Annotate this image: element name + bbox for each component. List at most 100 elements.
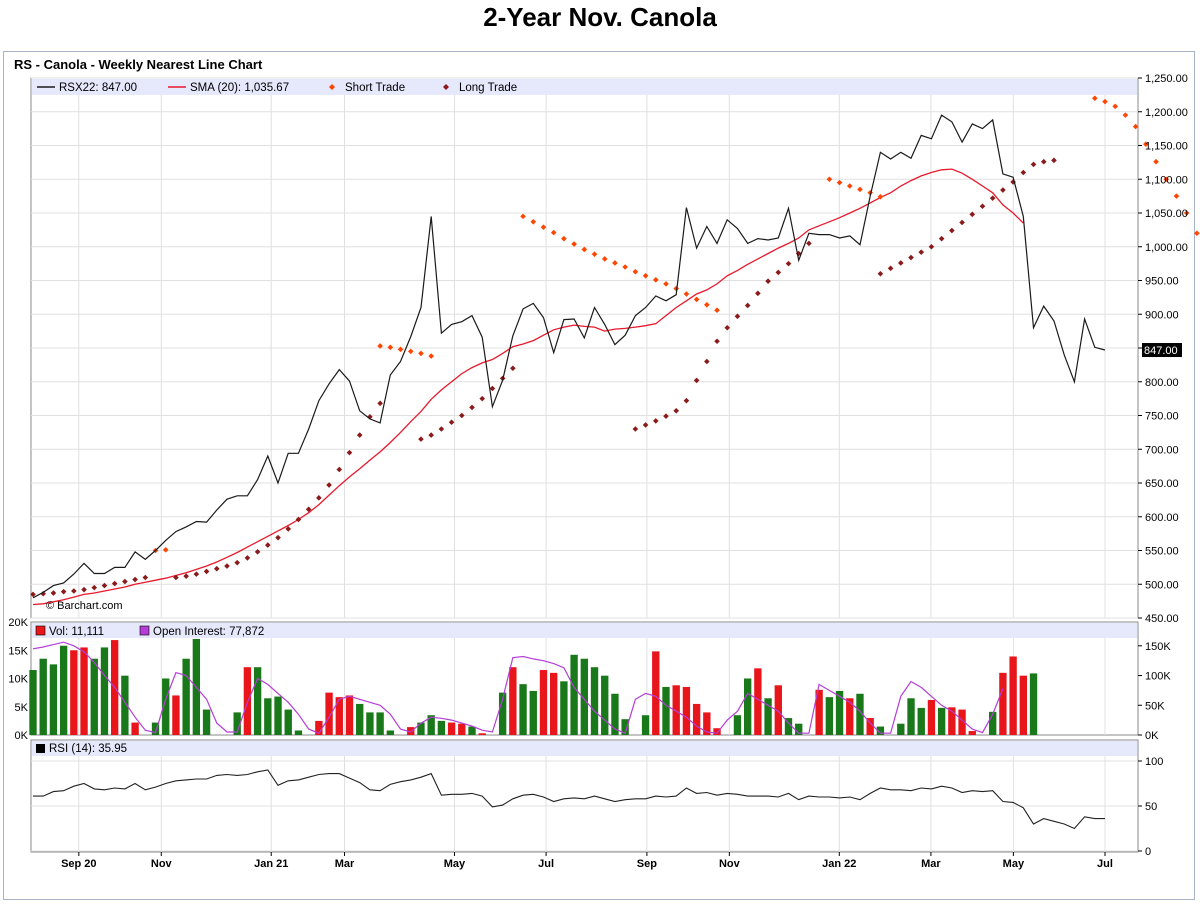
long-trade-marker <box>1051 157 1057 164</box>
x-tick-label: Sep 20 <box>61 858 96 870</box>
legend-rsi-swatch <box>36 744 45 753</box>
rsi-tick-label: 0 <box>1145 846 1151 858</box>
volume-bar <box>774 685 782 735</box>
volume-bar <box>611 693 619 735</box>
volume-bar <box>754 668 762 735</box>
volume-bar <box>90 658 98 735</box>
volume-bar <box>253 667 262 735</box>
volume-bar <box>815 689 823 735</box>
volume-bar <box>427 715 435 735</box>
x-tick-label: Sep <box>637 858 657 870</box>
volume-bar <box>866 718 874 735</box>
rsi-tick-label: 100 <box>1145 756 1163 768</box>
long-trade-marker <box>142 574 149 581</box>
long-trade-marker <box>714 338 720 345</box>
page-title: 2-Year Nov. Canola <box>483 2 717 32</box>
long-trade-marker <box>775 269 782 276</box>
volume-bar <box>70 650 78 735</box>
long-trade-marker <box>295 516 302 523</box>
volume-bar <box>202 709 211 735</box>
volume-bar <box>264 698 272 735</box>
long-trade-marker <box>275 534 281 541</box>
short-trade-marker <box>1163 176 1170 183</box>
rsi-line <box>33 769 1105 830</box>
long-trade-marker <box>663 413 669 419</box>
long-trade-marker <box>877 270 884 277</box>
volume-bar <box>601 675 609 735</box>
long-trade-marker <box>418 436 424 442</box>
volume-bar <box>835 690 844 735</box>
volume-bar <box>682 686 691 735</box>
volume-bar <box>539 670 548 735</box>
price-tick-label: 950.00 <box>1145 276 1179 288</box>
volume-bar <box>386 730 395 735</box>
long-trade-marker <box>632 426 639 432</box>
long-trade-marker <box>928 243 935 250</box>
volume-bar <box>80 647 88 735</box>
volume-bar <box>162 678 170 735</box>
short-trade-marker <box>1153 158 1159 165</box>
long-trade-marker <box>285 526 292 532</box>
short-trade-marker <box>377 343 383 349</box>
volume-bar <box>968 731 976 735</box>
volume-bar <box>958 709 966 735</box>
volume-bar <box>366 712 374 735</box>
short-trade-marker <box>714 307 720 313</box>
short-trade-marker <box>663 281 669 287</box>
long-trade-marker <box>652 418 659 424</box>
x-tick-label: Mar <box>335 858 355 870</box>
long-trade-marker <box>101 582 108 589</box>
long-trade-marker <box>979 203 986 210</box>
long-trade-marker <box>887 265 894 272</box>
volume-bar <box>100 647 109 735</box>
x-tick-label: Jan 21 <box>254 858 288 870</box>
long-trade-marker <box>234 559 240 566</box>
x-tick-label: Mar <box>921 858 941 870</box>
rsi-legend-band <box>32 741 1137 756</box>
long-trade-marker <box>356 432 363 438</box>
short-trade-marker <box>1132 123 1139 130</box>
volume-bar <box>39 658 47 735</box>
volume-bar <box>1029 673 1038 735</box>
volume-tick-label-left: 15K <box>8 645 28 657</box>
barchart-watermark: © Barchart.com <box>46 600 123 612</box>
price-tick-label: 600.00 <box>1145 512 1179 524</box>
volume-bar <box>876 726 885 735</box>
long-trade-marker <box>489 385 496 392</box>
long-trade-marker <box>213 565 220 572</box>
volume-bar <box>294 730 303 735</box>
volume-tick-label-left: 20K <box>8 617 28 629</box>
long-trade-marker <box>81 586 87 593</box>
long-trade-marker <box>173 574 179 581</box>
short-trade-marker <box>836 179 843 186</box>
volume-bar <box>580 658 588 735</box>
volume-bar <box>468 726 476 735</box>
oi-tick-label: 50K <box>1145 700 1165 712</box>
volume-bar <box>907 698 915 735</box>
volume-bar <box>784 718 793 735</box>
long-trade-marker <box>642 422 649 428</box>
long-trade-marker <box>265 542 271 548</box>
long-trade-marker <box>989 195 996 201</box>
volume-bar <box>131 722 139 735</box>
short-trade-marker <box>571 241 577 247</box>
price-tick-label: 1,150.00 <box>1145 141 1188 153</box>
long-trade-marker <box>132 576 138 583</box>
volume-bar <box>733 715 742 735</box>
volume-bar <box>417 722 425 735</box>
price-tick-label: 1,000.00 <box>1145 242 1188 254</box>
short-trade-marker <box>540 224 547 230</box>
legend-volume-swatch <box>35 625 46 636</box>
legend-long-trade-label: Long Trade <box>459 82 517 94</box>
chart-frame <box>3 51 1195 900</box>
short-trade-marker <box>581 246 588 253</box>
long-trade-marker <box>744 302 751 309</box>
last-value-box <box>1142 343 1182 358</box>
long-trade-marker <box>908 254 914 261</box>
volume-tick-label-left: 5K <box>15 702 29 714</box>
long-trade-marker <box>1040 158 1047 165</box>
oi-tick-label: 150K <box>1145 641 1171 653</box>
last-value-label: 847.00 <box>1144 345 1178 357</box>
volume-bar <box>917 707 925 735</box>
long-trade-marker <box>428 432 434 438</box>
